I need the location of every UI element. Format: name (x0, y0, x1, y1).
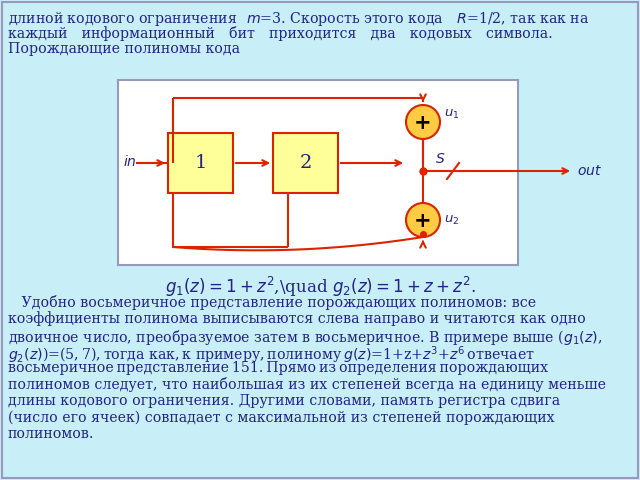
Text: Удобно восьмеричное представление порождающих полиномов: все: Удобно восьмеричное представление порожд… (8, 295, 536, 310)
Text: (число его ячеек) совпадает с максимальной из степеней порождающих: (число его ячеек) совпадает с максимальн… (8, 410, 555, 425)
Text: полиномов.: полиномов. (8, 427, 95, 441)
Text: $S$: $S$ (435, 152, 445, 166)
Circle shape (406, 105, 440, 139)
Circle shape (406, 203, 440, 237)
Text: +: + (414, 113, 432, 133)
Bar (273, 133, 338, 193)
Text: $u_1$: $u_1$ (444, 108, 460, 120)
Text: восьмеричное представление 151. Прямо из определения порождающих: восьмеричное представление 151. Прямо из… (8, 361, 548, 375)
Text: каждый информационный бит приходится два кодовых символа.: каждый информационный бит приходится два… (8, 26, 553, 41)
Text: длиной кодового ограничения   $m$=3. Скорость этого кода $R$=1/2, так как на: длиной кодового ограничения $m$=3. Скоро… (8, 10, 589, 28)
Bar (168, 133, 233, 193)
Bar (118, 80, 518, 265)
Text: $g_1(z) = 1+z^2$,\quad $g_2(z) = 1+z+z^2$.: $g_1(z) = 1+z^2$,\quad $g_2(z) = 1+z+z^2… (164, 275, 476, 299)
Text: +: + (414, 211, 432, 231)
Text: полиномов следует, что наибольшая из их степеней всегда на единицу меньше: полиномов следует, что наибольшая из их … (8, 377, 606, 393)
Text: коэффициенты полинома выписываются слева направо и читаются как одно: коэффициенты полинома выписываются слева… (8, 312, 586, 326)
Text: Порождающие полиномы кода: Порождающие полиномы кода (8, 42, 240, 56)
Text: $out$: $out$ (577, 164, 602, 178)
Text: 2: 2 (300, 154, 312, 172)
Text: $in$: $in$ (123, 154, 137, 168)
Text: $u_2$: $u_2$ (444, 214, 460, 227)
Text: длины кодового ограничения. Другими словами, память регистра сдвига: длины кодового ограничения. Другими слов… (8, 394, 560, 408)
Text: двоичное число, преобразуемое затем в восьмеричное. В примере выше ($g_1(z)$,: двоичное число, преобразуемое затем в во… (8, 328, 602, 347)
Text: $g_2(z)$)=(5, 7), тогда как, к примеру, полиному $g(z)$=1+z+$z^3$+$z^6$ отвечает: $g_2(z)$)=(5, 7), тогда как, к примеру, … (8, 345, 535, 366)
Text: 1: 1 (195, 154, 207, 172)
